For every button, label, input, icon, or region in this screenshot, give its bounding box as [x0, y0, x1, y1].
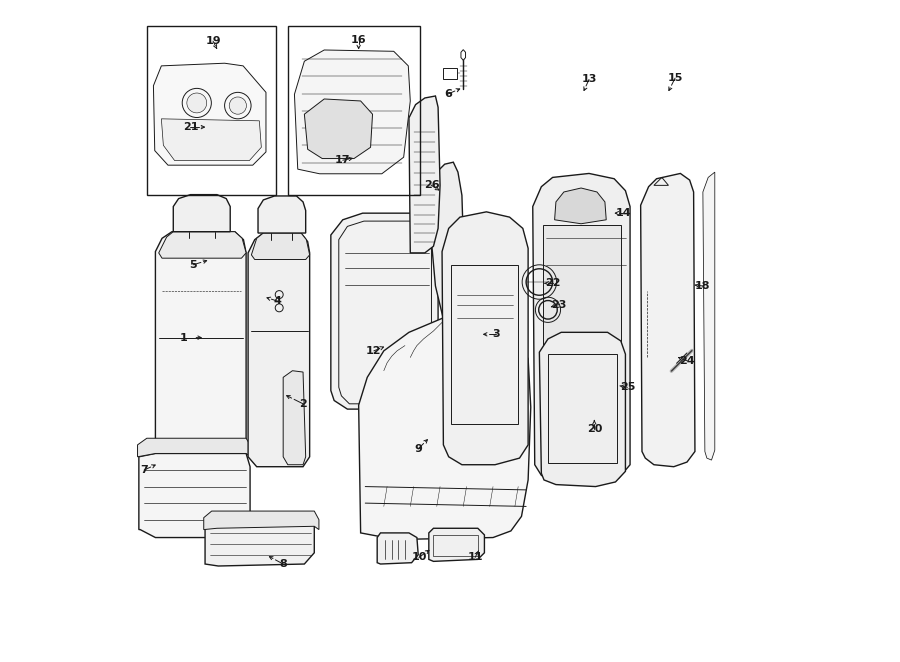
Text: 12: 12 [366, 346, 382, 356]
Polygon shape [539, 332, 626, 487]
Polygon shape [409, 96, 440, 253]
Text: 3: 3 [492, 329, 500, 340]
Text: 26: 26 [424, 180, 439, 191]
Text: 4: 4 [274, 296, 282, 307]
Polygon shape [203, 511, 319, 530]
Text: 18: 18 [695, 281, 711, 291]
Text: 5: 5 [189, 260, 197, 270]
Polygon shape [139, 453, 250, 538]
Text: 17: 17 [335, 155, 350, 166]
Bar [451, 265, 518, 424]
Polygon shape [377, 533, 418, 564]
Circle shape [187, 93, 207, 113]
Text: 20: 20 [587, 424, 602, 434]
Text: 21: 21 [183, 122, 198, 132]
Polygon shape [294, 50, 410, 174]
Text: 16: 16 [351, 34, 366, 45]
Polygon shape [153, 64, 266, 166]
Text: 6: 6 [444, 89, 452, 99]
Text: 11: 11 [467, 552, 483, 563]
Polygon shape [258, 196, 306, 233]
Polygon shape [431, 162, 464, 319]
Polygon shape [158, 232, 246, 258]
Text: 10: 10 [411, 552, 427, 563]
Bar [434, 535, 479, 556]
Polygon shape [284, 371, 306, 465]
Polygon shape [156, 232, 246, 467]
Bar [147, 26, 276, 195]
Polygon shape [304, 99, 373, 159]
Polygon shape [174, 195, 230, 232]
Polygon shape [533, 173, 630, 485]
Circle shape [230, 97, 247, 115]
Polygon shape [428, 528, 484, 561]
Text: 25: 25 [620, 382, 635, 393]
Polygon shape [461, 50, 465, 60]
Polygon shape [554, 188, 607, 224]
Text: 14: 14 [616, 208, 631, 218]
Text: 1: 1 [180, 332, 188, 343]
Text: 8: 8 [279, 559, 287, 569]
Polygon shape [138, 438, 251, 457]
Text: 7: 7 [140, 465, 148, 475]
Bar [444, 68, 456, 79]
Text: 9: 9 [414, 444, 422, 454]
Text: 15: 15 [668, 73, 683, 83]
Bar [543, 225, 621, 410]
Text: 19: 19 [205, 36, 220, 46]
Bar [548, 354, 617, 463]
Text: 13: 13 [581, 74, 597, 85]
Text: 2: 2 [299, 399, 307, 409]
Polygon shape [331, 213, 438, 409]
Bar [288, 26, 420, 195]
Polygon shape [641, 173, 695, 467]
Text: 22: 22 [544, 278, 561, 289]
Text: 23: 23 [552, 299, 567, 310]
Polygon shape [205, 518, 314, 566]
Polygon shape [248, 233, 310, 467]
Polygon shape [442, 212, 528, 465]
Polygon shape [358, 316, 531, 540]
Polygon shape [251, 233, 310, 260]
Polygon shape [703, 172, 715, 460]
Polygon shape [161, 119, 261, 161]
Text: 24: 24 [680, 355, 695, 366]
